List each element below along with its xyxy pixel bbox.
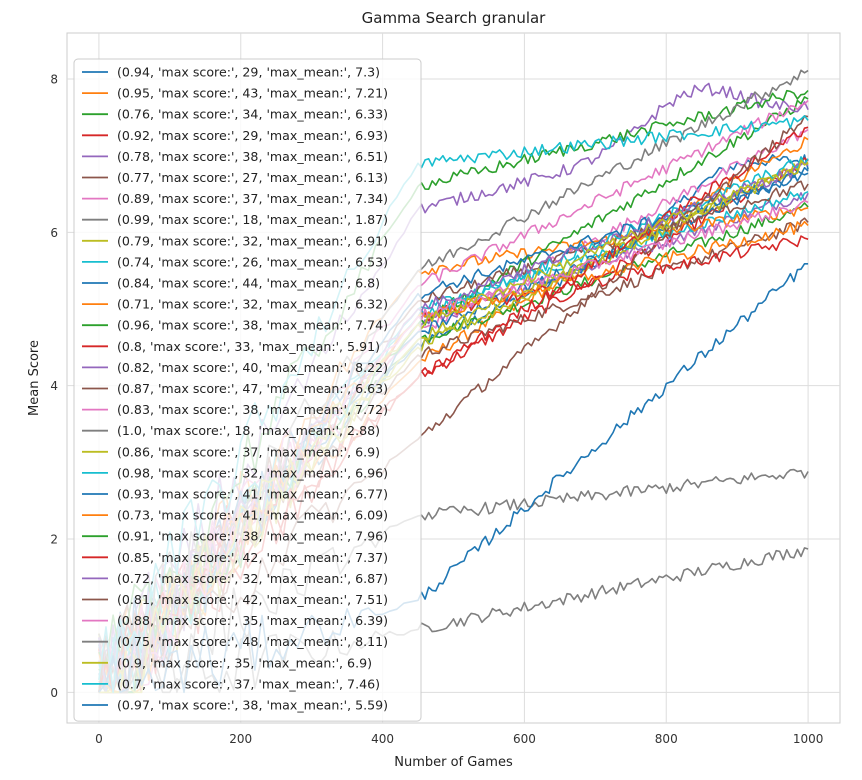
legend-entry: (0.93, 'max score:', 41, 'max_mean:', 6.… xyxy=(117,487,388,502)
y-axis-label: Mean Score xyxy=(27,340,42,416)
legend-entry: (0.88, 'max score:', 35, 'max_mean:', 6.… xyxy=(117,613,388,628)
x-tick-label: 400 xyxy=(371,732,394,746)
chart-title: Gamma Search granular xyxy=(362,9,547,27)
legend-entry: (0.92, 'max score:', 29, 'max_mean:', 6.… xyxy=(117,128,388,143)
legend-entry: (0.94, 'max score:', 29, 'max_mean:', 7.… xyxy=(117,65,380,80)
legend-entry: (0.78, 'max score:', 38, 'max_mean:', 6.… xyxy=(117,149,388,164)
legend-entry: (0.99, 'max score:', 18, 'max_mean:', 1.… xyxy=(117,212,388,227)
legend-entry: (0.72, 'max score:', 32, 'max_mean:', 6.… xyxy=(117,571,388,586)
legend-entry: (0.89, 'max score:', 37, 'max_mean:', 7.… xyxy=(117,191,388,206)
legend-entry: (0.83, 'max score:', 38, 'max_mean:', 7.… xyxy=(117,402,388,417)
y-tick-label: 0 xyxy=(50,686,58,700)
x-tick-label: 1000 xyxy=(793,732,824,746)
legend-entry: (0.82, 'max score:', 40, 'max_mean:', 8.… xyxy=(117,360,388,375)
legend-entry: (0.76, 'max score:', 34, 'max_mean:', 6.… xyxy=(117,107,388,122)
legend-entry: (1.0, 'max score:', 18, 'max_mean:', 2.8… xyxy=(117,423,380,438)
legend-entry: (0.75, 'max score:', 48, 'max_mean:', 8.… xyxy=(117,634,388,649)
legend-entry: (0.77, 'max score:', 27, 'max_mean:', 6.… xyxy=(117,170,388,185)
y-tick-label: 6 xyxy=(50,226,58,240)
legend-entry: (0.73, 'max score:', 41, 'max_mean:', 6.… xyxy=(117,508,388,523)
x-tick-label: 0 xyxy=(95,732,103,746)
y-tick-label: 4 xyxy=(50,379,58,393)
legend-entry: (0.87, 'max score:', 47, 'max_mean:', 6.… xyxy=(117,381,388,396)
y-axis-ticks: 0 2 4 6 8 xyxy=(50,73,58,700)
legend-entry: (0.81, 'max score:', 42, 'max_mean:', 7.… xyxy=(117,592,388,607)
legend-entry: (0.71, 'max score:', 32, 'max_mean:', 6.… xyxy=(117,297,388,312)
y-tick-label: 2 xyxy=(50,533,58,547)
legend-box xyxy=(73,58,422,722)
x-tick-label: 600 xyxy=(513,732,536,746)
x-axis-ticks: 0 200 400 600 800 1000 xyxy=(95,732,823,746)
legend-entry: (0.96, 'max score:', 38, 'max_mean:', 7.… xyxy=(117,318,388,333)
x-tick-label: 800 xyxy=(655,732,678,746)
legend-entry: (0.98, 'max score:', 32, 'max_mean:', 6.… xyxy=(117,465,388,480)
legend-entry: (0.7, 'max score:', 37, 'max_mean:', 7.4… xyxy=(117,676,380,691)
legend-entry: (0.86, 'max score:', 37, 'max_mean:', 6.… xyxy=(117,444,380,459)
legend-entry: (0.84, 'max score:', 44, 'max_mean:', 6.… xyxy=(117,276,380,291)
legend-entry: (0.74, 'max score:', 26, 'max_mean:', 6.… xyxy=(117,254,388,269)
legend-entry: (0.97, 'max score:', 38, 'max_mean:', 5.… xyxy=(117,698,388,713)
legend-entry: (0.79, 'max score:', 32, 'max_mean:', 6.… xyxy=(117,233,388,248)
legend-entry: (0.9, 'max score:', 35, 'max_mean:', 6.9… xyxy=(117,655,372,670)
legend: (0.94, 'max score:', 29, 'max_mean:', 7.… xyxy=(73,58,422,722)
legend-entry: (0.8, 'max score:', 33, 'max_mean:', 5.9… xyxy=(117,339,380,354)
legend-entry: (0.91, 'max score:', 38, 'max_mean:', 7.… xyxy=(117,529,388,544)
legend-entry: (0.85, 'max score:', 42, 'max_mean:', 7.… xyxy=(117,550,388,565)
legend-entry: (0.95, 'max score:', 43, 'max_mean:', 7.… xyxy=(117,86,388,101)
x-axis-label: Number of Games xyxy=(394,755,513,770)
x-tick-label: 200 xyxy=(229,732,252,746)
y-tick-label: 8 xyxy=(50,73,58,87)
